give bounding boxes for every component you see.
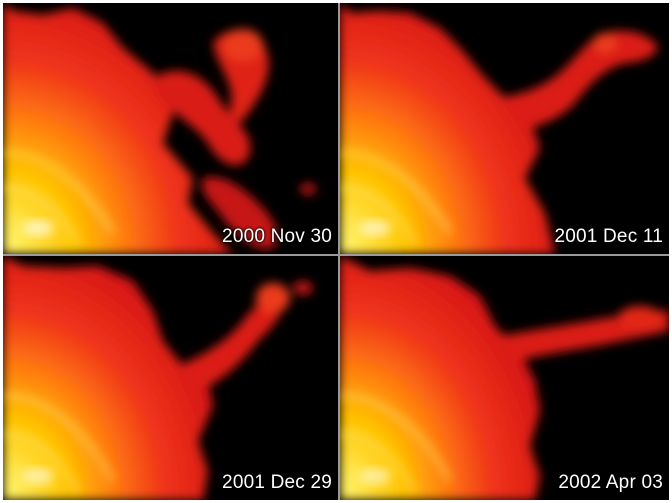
observation-date-label: 2002 Apr 03 — [558, 472, 663, 493]
solar-image-panel-4: 2002 Apr 03 — [340, 256, 669, 500]
corona-image-3 — [3, 256, 313, 500]
corona-image-1 — [3, 3, 316, 254]
observation-date-label: 2000 Nov 30 — [222, 226, 332, 247]
image-grid: 2000 Nov 30 — [3, 3, 669, 500]
corona-image-4 — [340, 256, 669, 500]
corona-image-2 — [340, 3, 658, 254]
observation-date-label: 2001 Dec 29 — [222, 472, 332, 493]
solar-image-panel-2: 2001 Dec 11 — [340, 3, 669, 254]
observation-date-label: 2001 Dec 11 — [554, 226, 663, 247]
solar-image-panel-3: 2001 Dec 29 — [3, 256, 338, 500]
solar-image-panel-1: 2000 Nov 30 — [3, 3, 338, 254]
